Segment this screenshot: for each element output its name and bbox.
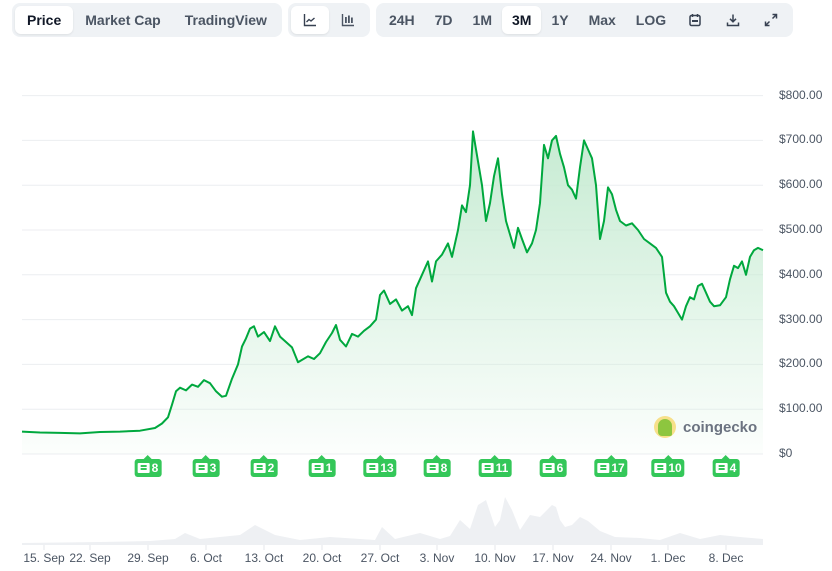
news-badge[interactable]: 11 [478,455,512,477]
news-count: 8 [440,461,448,475]
x-tick-label: 20. Oct [302,551,342,565]
x-tick-label: 10. Nov [474,551,516,565]
chart-toolbar: Price Market Cap TradingView 24H 7D 1M 3… [12,3,794,37]
download-button[interactable] [714,6,752,34]
line-chart-icon [303,14,316,27]
range-1y[interactable]: 1Y [551,12,569,28]
x-tick-label: 29. Sep [127,551,169,565]
coingecko-watermark: coingecko [654,416,757,438]
x-tick-label: 8. Dec [708,551,744,565]
y-tick-label: $600.00 [779,177,823,192]
news-badge[interactable]: 6 [539,455,567,477]
y-tick-label: $300.00 [779,311,823,326]
data-type-tabs: Price Market Cap TradingView [12,3,282,37]
news-count: 13 [380,461,394,475]
tab-tradingview[interactable]: TradingView [184,12,267,28]
x-tick-label: 6. Oct [189,551,223,565]
news-count: 17 [611,461,625,475]
news-badge[interactable]: 13 [363,455,397,477]
price-area-fill [22,131,763,454]
newspaper-icon [366,463,379,473]
candlestick-chart-button[interactable] [329,6,367,34]
tab-market-cap[interactable]: Market Cap [85,12,161,28]
news-count: 6 [556,461,564,475]
news-count: 1 [325,461,333,475]
news-badge[interactable]: 10 [651,455,685,477]
news-count: 2 [267,461,275,475]
x-tick-label: 13. Oct [244,551,284,565]
newspaper-icon [253,463,266,473]
x-tick-label: 17. Nov [532,551,574,565]
newspaper-icon [195,463,208,473]
x-tick-label: 27. Oct [360,551,400,565]
calendar-icon [689,14,701,27]
price-line [21,130,764,435]
y-tick-label: $400.00 [779,266,823,281]
chart-type-toggle [287,3,370,37]
newspaper-icon [715,463,728,473]
tab-price[interactable]: Price [15,6,74,34]
time-range-tabs: 24H 7D 1M 3M 1Y Max LOG [375,3,794,37]
news-count: 8 [151,461,159,475]
range-1m[interactable]: 1M [472,12,492,28]
range-7d[interactable]: 7D [434,12,453,28]
watermark-text: coingecko [683,418,758,436]
news-badge[interactable]: 4 [712,455,740,477]
download-icon [726,14,740,27]
newspaper-icon [542,463,555,473]
date-range-button[interactable] [676,6,714,34]
news-badge[interactable]: 17 [594,455,628,477]
news-badge[interactable]: 2 [250,455,278,477]
log-scale-toggle[interactable]: LOG [635,12,667,28]
y-tick-label: $100.00 [779,401,823,416]
range-24h[interactable]: 24H [388,12,415,28]
x-tick-label: 1. Dec [650,551,686,565]
range-3m[interactable]: 3M [501,6,542,34]
news-count: 3 [209,461,217,475]
x-tick-label: 22. Sep [69,551,111,565]
newspaper-icon [481,463,494,473]
news-badge[interactable]: 8 [134,455,162,477]
y-tick-label: $800.00 [779,87,823,102]
volume-area [22,497,763,545]
news-count: 4 [729,461,737,475]
newspaper-icon [654,463,667,473]
x-tick-marks [43,545,727,550]
x-tick-label: 3. Nov [419,551,455,565]
news-count: 11 [495,461,509,475]
y-tick-label: $500.00 [779,222,823,236]
fullscreen-button[interactable] [752,6,790,34]
y-tick-label: $700.00 [779,132,823,147]
y-tick-label: $0 [779,446,793,460]
line-chart-button[interactable] [290,6,329,34]
range-max[interactable]: Max [588,12,616,28]
news-badge[interactable]: 3 [192,455,220,477]
coingecko-logo-icon [654,416,676,438]
expand-icon [764,13,778,27]
news-badge[interactable]: 8 [423,455,451,477]
newspaper-icon [597,463,610,473]
candlestick-chart-icon [341,14,354,27]
news-count: 10 [668,461,682,475]
newspaper-icon [426,463,439,473]
y-tick-label: $200.00 [779,356,823,371]
newspaper-icon [137,463,150,473]
news-badge[interactable]: 1 [308,455,336,477]
newspaper-icon [311,463,324,473]
x-tick-label: 15. Sep [23,551,65,565]
x-tick-label: 24. Nov [590,551,632,565]
